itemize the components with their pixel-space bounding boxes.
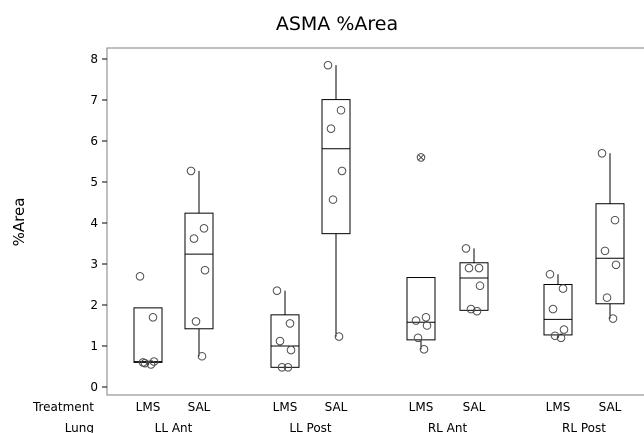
y-axis-label: %Area [10, 198, 28, 247]
data-point [283, 363, 293, 372]
data-point [545, 269, 555, 279]
y-tick-label: 3 [90, 257, 98, 271]
box-rl-post-lms [543, 269, 573, 343]
box-layer [133, 60, 625, 372]
treatment-label: SAL [325, 400, 348, 414]
data-point [146, 360, 156, 369]
data-point [326, 124, 336, 133]
data-point [419, 344, 429, 354]
treatment-label: LMS [409, 400, 434, 414]
data-point [610, 215, 620, 225]
data-point [186, 166, 196, 176]
box-ll-post-sal [321, 60, 351, 341]
data-point [608, 314, 618, 323]
y-tick-label: 0 [90, 380, 98, 394]
treatment-label: SAL [188, 400, 211, 414]
iqr-box [133, 307, 163, 363]
data-point [558, 284, 568, 293]
data-point [611, 260, 621, 270]
box-ll-ant-lms [133, 272, 163, 369]
axis-layer: 0 1 2 3 4 5 6 7 8 [90, 47, 644, 396]
y-tick-label: 4 [90, 216, 98, 230]
treatment-label: SAL [463, 400, 486, 414]
data-point [285, 319, 295, 328]
data-point [466, 304, 476, 314]
iqr-box [406, 277, 436, 341]
treatment-label: LMS [546, 400, 571, 414]
data-point [559, 325, 569, 334]
row-label: Treatment [32, 400, 94, 414]
data-point [413, 333, 423, 343]
data-point [334, 332, 344, 341]
outlier-point [416, 153, 426, 162]
row-label: Lung [65, 421, 94, 433]
iqr-box [595, 203, 625, 305]
box-rl-post-sal [595, 149, 625, 323]
data-point [550, 331, 560, 341]
data-point [323, 60, 333, 70]
iqr-box [321, 99, 351, 235]
y-tick-label: 8 [90, 52, 98, 66]
data-point [148, 313, 158, 322]
data-point [556, 333, 566, 343]
data-point [135, 272, 145, 281]
plot-frame [106, 47, 644, 396]
data-point [199, 224, 209, 233]
outlier-marker [418, 154, 424, 161]
data-point [200, 265, 210, 275]
data-point [272, 286, 282, 295]
treatment-label: SAL [599, 400, 622, 414]
y-tick-label: 6 [90, 134, 98, 148]
data-point [191, 317, 201, 326]
data-point [472, 306, 482, 316]
data-point [548, 304, 558, 314]
data-point [328, 195, 338, 204]
data-point [275, 336, 285, 346]
box-ll-post-lms [270, 286, 300, 372]
data-point [422, 321, 432, 330]
data-point [411, 316, 421, 325]
data-point [602, 293, 612, 302]
data-point [140, 358, 150, 368]
box-rl-ant-lms [406, 153, 436, 354]
data-point [597, 149, 607, 158]
y-tick-label: 1 [90, 339, 98, 353]
iqr-box [543, 284, 573, 336]
iqr-box [270, 314, 300, 368]
y-tick-label: 7 [90, 93, 98, 107]
data-point [337, 166, 347, 176]
y-tick-label: 2 [90, 298, 98, 312]
data-point [421, 313, 431, 322]
lung-group-label: RL Post [562, 421, 606, 433]
data-point [277, 363, 287, 372]
lung-group-label: LL Ant [155, 421, 193, 433]
data-point [474, 263, 484, 273]
data-point [475, 281, 485, 291]
data-point [286, 345, 296, 355]
category-labels: Treatment Lung LMS SAL LMS SAL LMS SAL LMS SAL LL … [32, 400, 622, 433]
data-point [149, 357, 159, 366]
y-tick-label: 5 [90, 175, 98, 189]
treatment-label: LMS [136, 400, 161, 414]
data-point [197, 351, 207, 361]
chart-title: ASMA %Area [276, 13, 398, 35]
box-rl-ant-sal [459, 244, 489, 316]
lung-group-label: RL Ant [428, 421, 468, 433]
box-ll-ant-sal [184, 166, 214, 361]
data-point [600, 246, 610, 256]
treatment-label: LMS [273, 400, 298, 414]
data-point [461, 244, 471, 253]
data-point [189, 234, 199, 243]
data-point [336, 105, 346, 115]
lung-group-label: LL Post [289, 421, 332, 433]
data-point [464, 263, 474, 273]
